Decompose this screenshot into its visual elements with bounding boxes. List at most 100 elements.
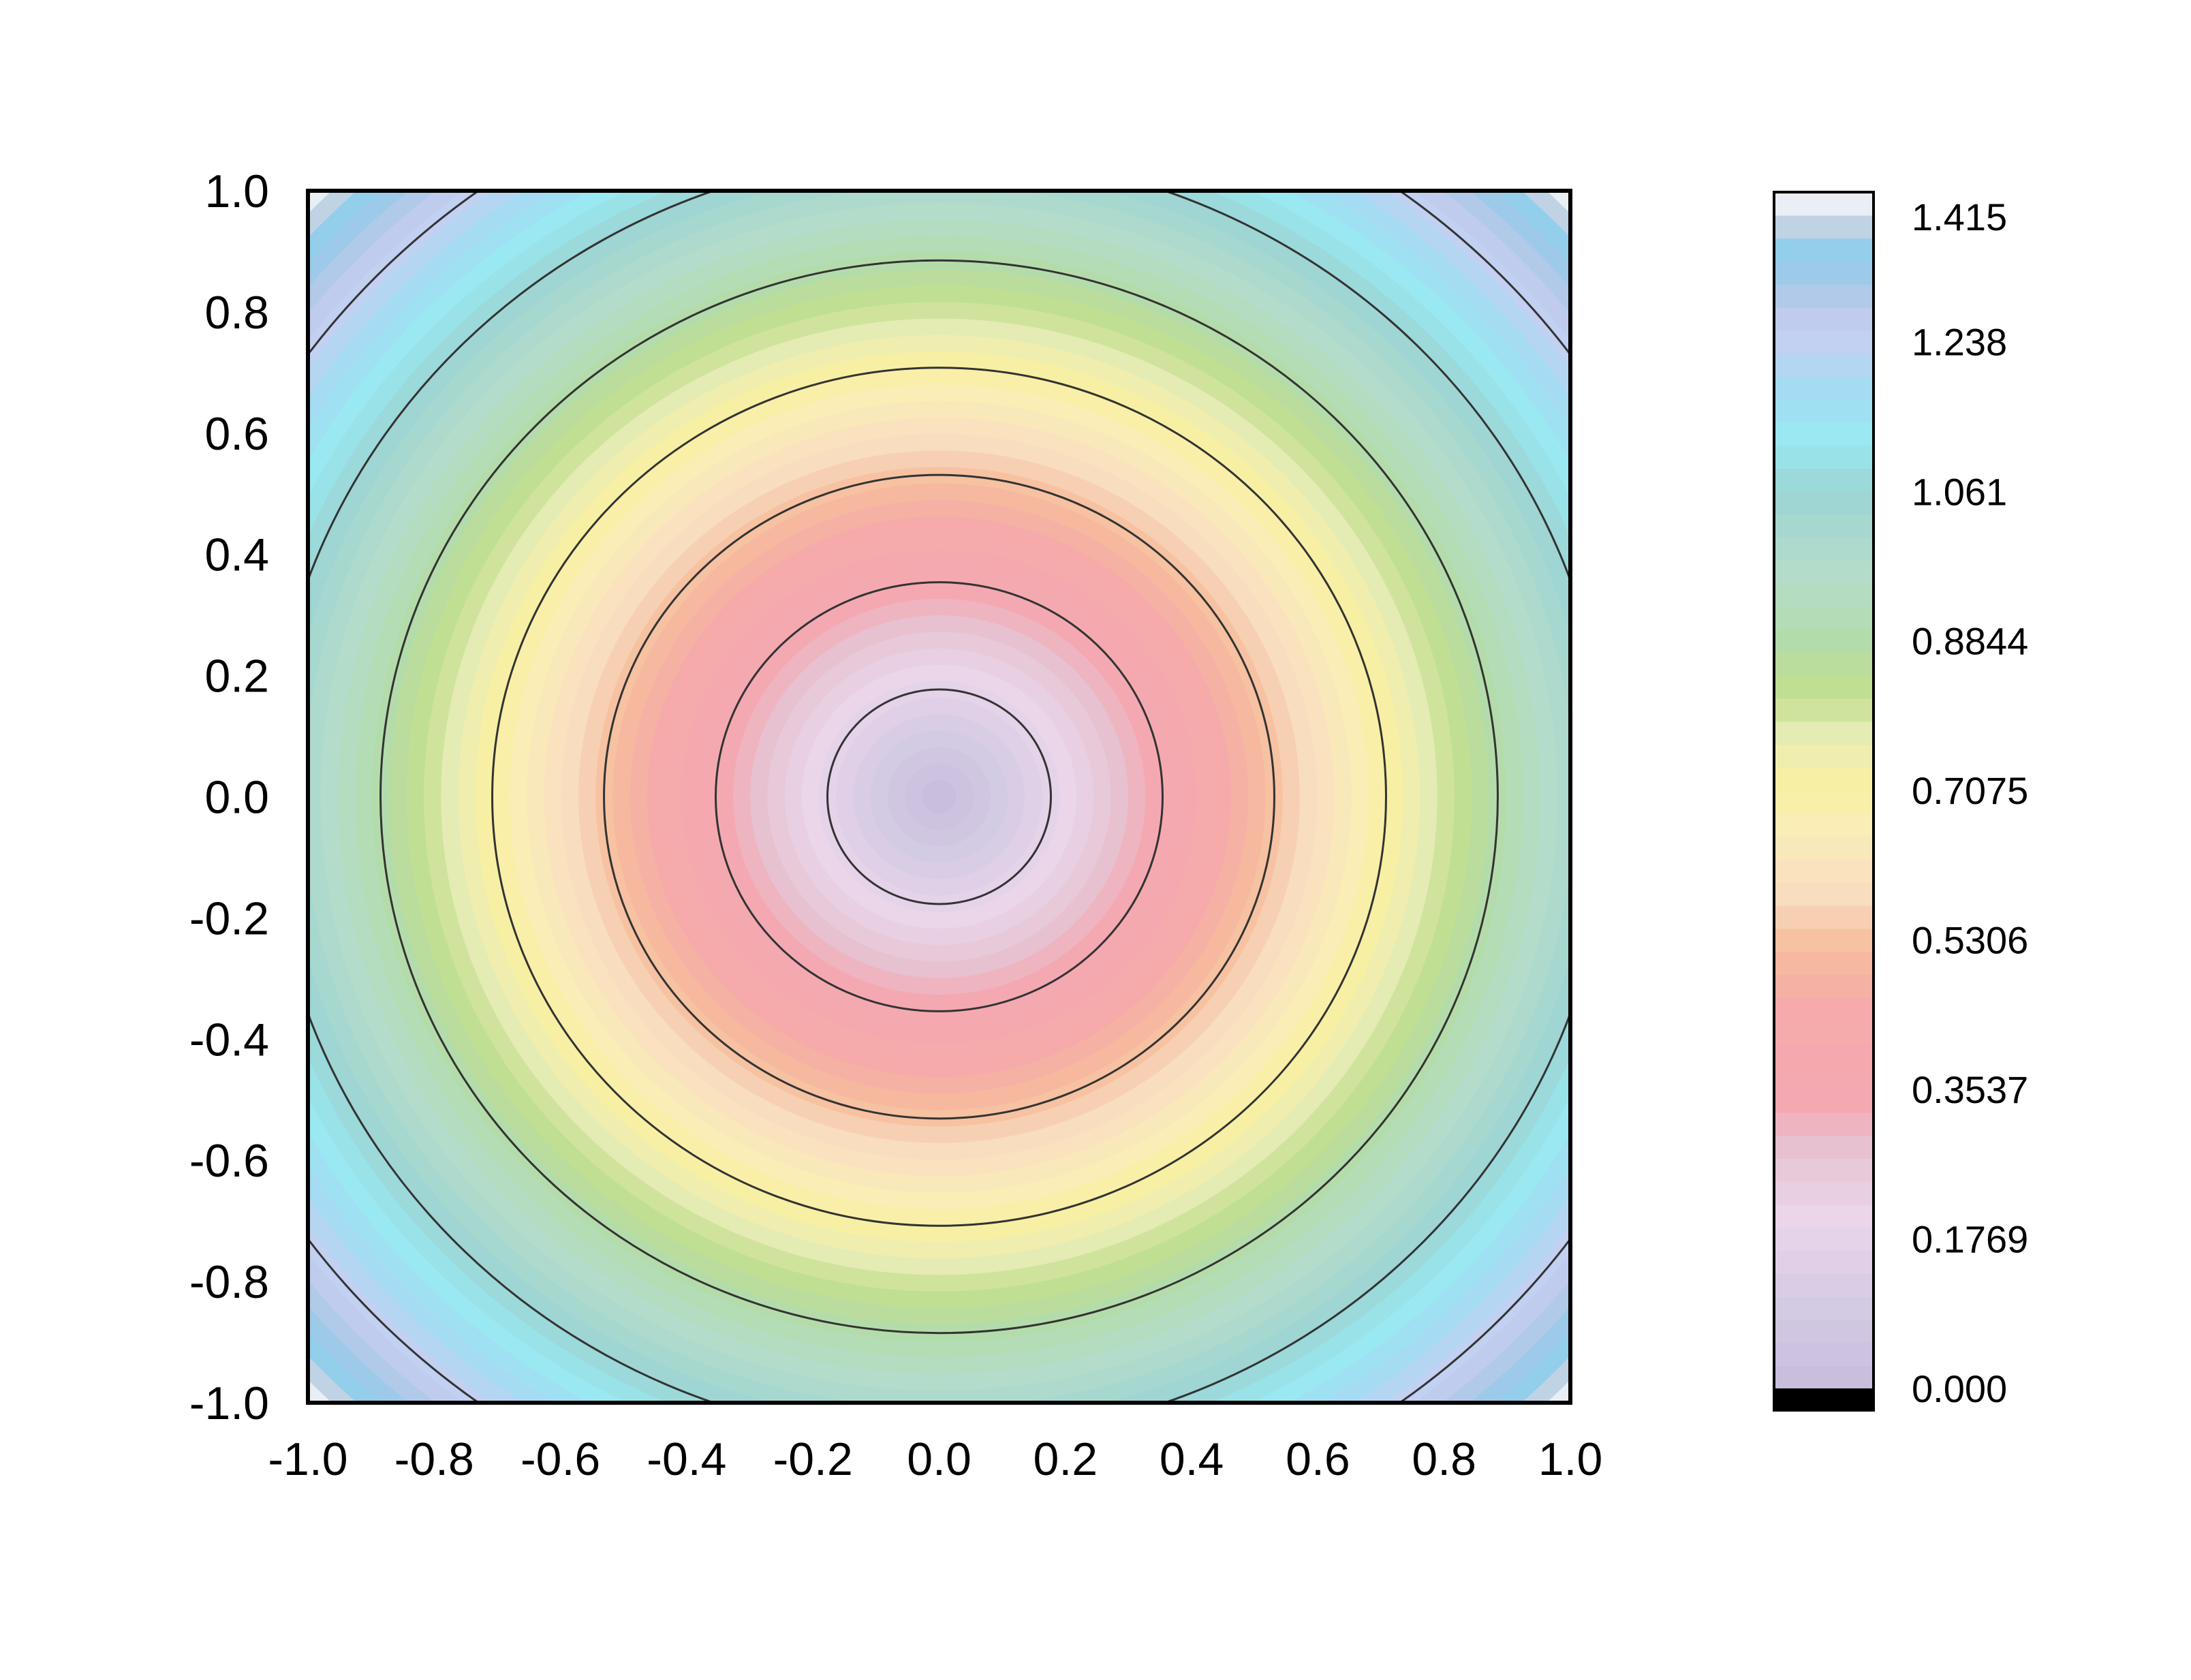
y-tick-label: -0.4 <box>189 1014 269 1065</box>
colorbar-band <box>1774 951 1874 975</box>
colorbar-band <box>1774 813 1874 837</box>
colorbar-band <box>1774 1112 1874 1136</box>
colorbar-band <box>1774 606 1874 630</box>
contour-band <box>922 780 957 813</box>
y-tick-label: -0.6 <box>189 1135 269 1187</box>
colorbar-band <box>1774 422 1874 446</box>
colorbar-band <box>1774 1273 1874 1297</box>
colorbar-band <box>1774 744 1874 768</box>
colorbar-band <box>1774 1158 1874 1182</box>
contour-line <box>715 581 1164 1012</box>
colorbar-below-min <box>1774 1388 1874 1410</box>
x-tick-label: 1.0 <box>1538 1433 1603 1485</box>
colorbar-band <box>1774 882 1874 906</box>
colorbar-band <box>1774 1043 1874 1068</box>
colorbar-band <box>1774 974 1874 998</box>
colorbar-tick-label: 1.061 <box>1912 470 2007 513</box>
colorbar-band <box>1774 790 1874 814</box>
colorbar-band <box>1774 399 1874 423</box>
colorbar-band <box>1774 261 1874 285</box>
y-tick-label: 0.8 <box>204 287 269 339</box>
colorbar-band <box>1774 1204 1874 1228</box>
colorbar-band <box>1774 560 1874 584</box>
x-tick-label: -0.2 <box>773 1433 853 1485</box>
colorbar-band <box>1774 514 1874 538</box>
colorbar-band <box>1774 330 1874 354</box>
x-tick-label: 0.2 <box>1034 1433 1098 1485</box>
plot-frame <box>306 189 1572 1405</box>
colorbar-band <box>1774 445 1874 469</box>
colorbar-band <box>1774 1181 1874 1205</box>
y-tick-label: -0.8 <box>189 1256 269 1308</box>
colorbar-band <box>1774 721 1874 745</box>
colorbar-band <box>1774 905 1874 929</box>
colorbar-band <box>1774 997 1874 1021</box>
colorbar-band <box>1774 491 1874 515</box>
x-tick-label: 0.0 <box>907 1433 972 1485</box>
colorbar-band <box>1774 1250 1874 1274</box>
colorbar-tick-label: 0.7075 <box>1912 769 2028 812</box>
y-tick-label: -1.0 <box>189 1378 269 1429</box>
colorbar-band <box>1774 1227 1874 1251</box>
colorbar-band <box>1774 1296 1874 1320</box>
colorbar-band <box>1774 767 1874 791</box>
colorbar-band <box>1774 629 1874 653</box>
colorbar <box>1773 191 1875 1412</box>
y-tick-label: 0.2 <box>204 651 269 702</box>
contour-line <box>379 259 1499 1335</box>
colorbar-band <box>1774 1342 1874 1367</box>
x-tick-label: -0.6 <box>520 1433 600 1485</box>
colorbar-tick-label: 0.5306 <box>1912 919 2028 962</box>
x-tick-label: 0.8 <box>1412 1433 1476 1485</box>
y-tick-label: 0.0 <box>204 772 269 824</box>
colorbar-tick-label: 1.415 <box>1912 196 2007 238</box>
colorbar-band <box>1774 859 1874 883</box>
colorbar-band <box>1774 836 1874 860</box>
colorbar-band <box>1774 376 1874 400</box>
x-tick-label: 0.4 <box>1160 1433 1224 1485</box>
colorbar-band <box>1774 192 1874 216</box>
y-tick-label: 0.6 <box>204 408 269 460</box>
x-tick-label: -0.4 <box>647 1433 726 1485</box>
colorbar-band <box>1774 1020 1874 1044</box>
colorbar-band <box>1774 238 1874 262</box>
colorbar-band <box>1774 675 1874 699</box>
colorbar-tick-label: 0.3537 <box>1912 1068 2028 1111</box>
contour-line <box>491 367 1387 1227</box>
x-tick-label: 0.6 <box>1286 1433 1350 1485</box>
colorbar-band <box>1774 1089 1874 1113</box>
colorbar-band <box>1774 583 1874 607</box>
y-tick-label: 0.4 <box>204 529 269 581</box>
colorbar-tick-label: 0.000 <box>1912 1367 2007 1410</box>
colorbar-band <box>1774 1319 1874 1343</box>
colorbar-tick-label: 1.238 <box>1912 321 2007 364</box>
colorbar-band <box>1774 307 1874 331</box>
colorbar-frame <box>1773 191 1875 1412</box>
x-axis-tick-labels: -1.0 -0.8 -0.6 -0.4 -0.2 0.0 0.2 0.4 0.6 0.8 1.0 <box>268 1433 1602 1485</box>
colorbar-tick-label: 0.8844 <box>1912 619 2028 662</box>
colorbar-band <box>1774 537 1874 561</box>
colorbar-band <box>1774 1066 1874 1090</box>
colorbar-tick-label: 0.1769 <box>1912 1217 2028 1260</box>
colorbar-band <box>1774 353 1874 377</box>
contour-line <box>826 688 1052 905</box>
x-tick-label: -1.0 <box>268 1433 347 1485</box>
colorbar-band <box>1774 928 1874 952</box>
y-tick-label: 1.0 <box>204 166 269 217</box>
colorbar-tick-labels: 1.415 1.238 1.061 0.8844 0.7075 0.5306 0.3537 0… <box>1912 196 2028 1410</box>
y-tick-label: -0.2 <box>189 892 269 944</box>
colorbar-band <box>1774 284 1874 308</box>
colorbar-band <box>1774 215 1874 239</box>
filled-contour-bands <box>308 191 1570 1403</box>
x-tick-label: -0.8 <box>394 1433 474 1485</box>
colorbar-band <box>1774 652 1874 676</box>
colorbar-band <box>1774 698 1874 722</box>
colorbar-band <box>1774 468 1874 492</box>
contour-line <box>603 473 1275 1120</box>
colorbar-band <box>1774 1135 1874 1160</box>
colorbar-band <box>1774 1365 1874 1389</box>
y-axis-tick-labels: 1.0 0.8 0.6 0.4 0.2 0.0 -0.2 -0.4 -0.6 -0.8 -1.0 <box>189 166 269 1429</box>
contour-lines <box>308 191 1570 1403</box>
